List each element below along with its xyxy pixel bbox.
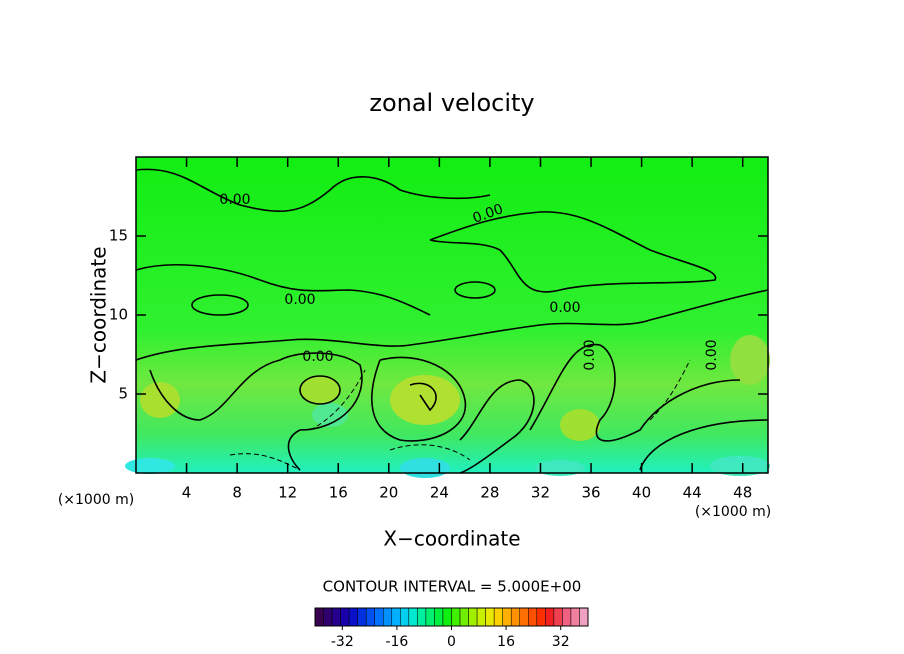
colorbar-segment (579, 607, 589, 627)
x-tick-label: 12 (278, 484, 297, 502)
contour-interval: CONTOUR INTERVAL = 5.000E+00 (323, 578, 582, 596)
y-tick-label: 5 (118, 385, 128, 403)
x-tick-label: 20 (379, 484, 398, 502)
contour-label: 0.00 (219, 192, 250, 208)
colorbar-segment (365, 607, 375, 627)
colorbar-segment (570, 607, 580, 627)
x-tick-label: 8 (232, 484, 242, 502)
colorbar-tick-label: 16 (497, 634, 515, 650)
colorbar-segment (314, 607, 324, 627)
colorbar-segment (510, 607, 520, 627)
colorbar-segment (391, 607, 401, 627)
x-axis-title: X−coordinate (383, 527, 520, 551)
x-tick-label: 36 (581, 484, 600, 502)
colorbar-segment (417, 607, 427, 627)
x-tick-label: 48 (733, 484, 752, 502)
colorbar-segment (442, 607, 452, 627)
colorbar-segment (434, 607, 444, 627)
contour-label: 0.00 (582, 339, 598, 370)
contour-label: 0.00 (704, 339, 720, 370)
x-tick-label: 32 (531, 484, 550, 502)
colorbar-segment (400, 607, 410, 627)
colorbar-segment (374, 607, 384, 627)
colorbar-segment (493, 607, 503, 627)
y-axis-title: Z−coordinate (87, 246, 111, 383)
colorbar-tick-label: -16 (385, 634, 408, 650)
colorbar-segment (323, 607, 333, 627)
x-tick-label: 4 (182, 484, 192, 502)
colorbar-segment (468, 607, 478, 627)
colorbar-segment (331, 607, 341, 627)
colorbar-segment (553, 607, 563, 627)
colorbar-segment (340, 607, 350, 627)
x-tick-label: 40 (632, 484, 651, 502)
colorbar-tick-label: 32 (552, 634, 570, 650)
colorbar-segment (451, 607, 461, 627)
colorbar-tick-label: -32 (331, 634, 354, 650)
contour-label: 0.00 (302, 349, 333, 365)
x-tick-label: 24 (430, 484, 449, 502)
colorbar-segment (502, 607, 512, 627)
colorbar-segment (459, 607, 469, 627)
contour-field (125, 156, 770, 478)
colorbar-segment (357, 607, 367, 627)
colorbar-segment (425, 607, 435, 627)
chart-title: zonal velocity (369, 89, 534, 117)
y-tick-label: 15 (109, 227, 128, 245)
colorbar-segment (383, 607, 393, 627)
colorbar-segment (528, 607, 538, 627)
colorbar-tick-label: 0 (447, 634, 456, 650)
colorbar-segment (408, 607, 418, 627)
x-tick-label: 28 (480, 484, 499, 502)
x-unit-label: (×1000 m) (695, 504, 771, 520)
colorbar-segment (536, 607, 546, 627)
colorbar-segment (519, 607, 529, 627)
contour-label: 0.00 (549, 300, 580, 316)
contour-label: 0.00 (284, 292, 315, 308)
colorbar-segment (562, 607, 572, 627)
y-tick-label: 10 (109, 306, 128, 324)
x-tick-label: 16 (329, 484, 348, 502)
colorbar-segment (545, 607, 555, 627)
x-tick-label: 44 (683, 484, 702, 502)
colorbar-segment (476, 607, 486, 627)
colorbar-segment (485, 607, 495, 627)
colorbar-segment (348, 607, 358, 627)
x-unit-label: (×1000 m) (58, 492, 134, 508)
